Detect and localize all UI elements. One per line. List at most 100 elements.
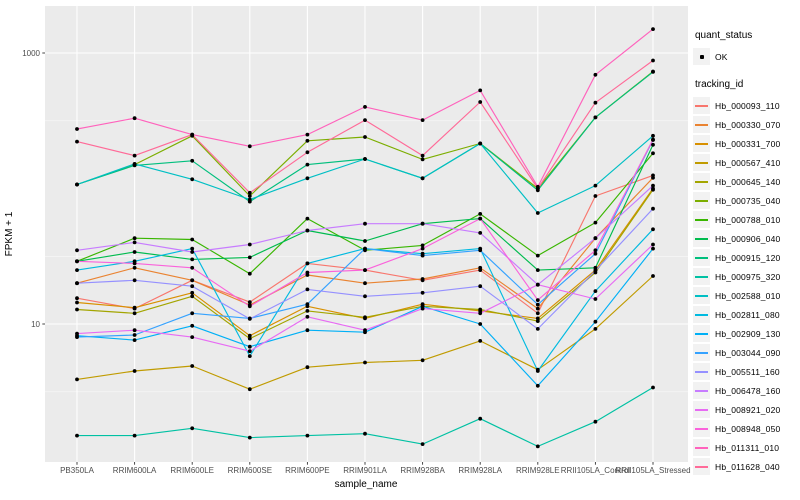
y-axis-title: FPKM + 1 — [4, 211, 15, 256]
series-color-swatch-icon — [695, 180, 708, 183]
series-color-swatch-icon — [695, 161, 708, 164]
series-color-swatch-icon — [695, 351, 708, 354]
svg-text:RRIM928BA: RRIM928BA — [400, 466, 445, 475]
series-color-swatch-icon — [695, 237, 708, 240]
legend-label: Hb_008921_020 — [715, 404, 781, 415]
svg-text:RRII105LA_Control: RRII105LA_Control — [561, 466, 631, 475]
series-color-swatch-icon — [695, 465, 708, 468]
legend-label: Hb_000330_070 — [715, 119, 781, 130]
series-color-swatch-icon — [695, 294, 708, 297]
legend-item: Hb_008948_050 — [693, 419, 800, 438]
series-color-swatch-icon — [695, 218, 708, 221]
legend-item: Hb_000788_010 — [693, 210, 800, 229]
legend-item: Hb_011628_040 — [693, 457, 800, 476]
legend-label: Hb_011311_010 — [715, 442, 780, 453]
legend-key-swatch — [693, 135, 710, 152]
svg-text:RRIM928LA: RRIM928LA — [458, 466, 502, 475]
legend-key-swatch — [693, 249, 710, 266]
plot-area: 10 1000 PB350LA RRIM600LA RRIM600LE RRIM600SE… — [22, 6, 691, 475]
svg-text:PB350LA: PB350LA — [60, 466, 94, 475]
legend-title-quant-status: quant_status — [695, 30, 753, 41]
legend-key-swatch — [693, 268, 710, 285]
legend: quant_status OK tracking_id Hb_000093_11… — [693, 0, 800, 476]
legend-key-swatch — [693, 192, 710, 209]
legend-label: Hb_000645_140 — [715, 176, 781, 187]
legend-item: Hb_000975_320 — [693, 267, 800, 286]
legend-key-swatch — [693, 382, 710, 399]
legend-item: Hb_000735_040 — [693, 191, 800, 210]
series-color-swatch-icon — [695, 104, 708, 107]
legend-item: Hb_002811_080 — [693, 305, 800, 324]
series-color-swatch-icon — [695, 313, 708, 316]
legend-label: Hb_006478_160 — [715, 385, 781, 396]
legend-item: Hb_000906_040 — [693, 229, 800, 248]
x-axis-ticks: PB350LA RRIM600LA RRIM600LE RRIM600SE RRIM60… — [60, 462, 691, 475]
series-color-swatch-icon — [695, 123, 708, 126]
svg-text:RRIM928LE: RRIM928LE — [516, 466, 560, 475]
svg-text:RRIM600PE: RRIM600PE — [285, 466, 329, 475]
svg-text:RRIM600LE: RRIM600LE — [170, 466, 214, 475]
legend-key-swatch — [693, 439, 710, 456]
legend-item: Hb_003044_090 — [693, 343, 800, 362]
legend-key-swatch — [693, 173, 710, 190]
svg-text:RRIM600LA: RRIM600LA — [113, 466, 157, 475]
data-point-markers — [75, 27, 655, 449]
legend-item: Hb_000645_140 — [693, 172, 800, 191]
legend-label: Hb_000093_110 — [715, 100, 780, 111]
legend-label: Hb_002811_080 — [715, 309, 780, 320]
legend-key-point — [693, 48, 710, 65]
svg-text:1000: 1000 — [22, 49, 40, 58]
series-color-swatch-icon — [695, 389, 708, 392]
legend-item: Hb_002588_010 — [693, 286, 800, 305]
legend-item: Hb_000330_070 — [693, 115, 800, 134]
legend-item: Hb_000915_120 — [693, 248, 800, 267]
legend-key-swatch — [693, 306, 710, 323]
y-axis-ticks: 10 1000 — [22, 49, 45, 329]
series-color-swatch-icon — [695, 142, 708, 145]
series-color-swatch-icon — [695, 446, 708, 449]
legend-label: Hb_000975_320 — [715, 271, 781, 282]
svg-text:RRII105LA_Stressed: RRII105LA_Stressed — [615, 466, 690, 475]
legend-label: Hb_000567_410 — [715, 157, 781, 168]
legend-key-swatch — [693, 97, 710, 114]
legend-item-quant-ok: OK — [693, 47, 800, 66]
legend-key-swatch — [693, 154, 710, 171]
legend-key-swatch — [693, 401, 710, 418]
series-color-swatch-icon — [695, 427, 708, 430]
legend-label: Hb_000331_700 — [715, 138, 781, 149]
x-axis-title: sample_name — [335, 479, 398, 490]
legend-item-list: Hb_000093_110 Hb_000330_070 Hb_000331_700 H… — [693, 96, 800, 476]
legend-label: Hb_000906_040 — [715, 233, 781, 244]
legend-label: OK — [715, 51, 728, 62]
legend-item: Hb_000093_110 — [693, 96, 800, 115]
legend-label: Hb_011628_040 — [715, 461, 780, 472]
legend-item: Hb_006478_160 — [693, 381, 800, 400]
legend-label: Hb_008948_050 — [715, 423, 781, 434]
legend-item: Hb_011311_010 — [693, 438, 800, 457]
legend-item: Hb_000567_410 — [693, 153, 800, 172]
svg-text:10: 10 — [31, 320, 40, 329]
line-chart: 10 1000 PB350LA RRIM600LA RRIM600LE RRIM600SE… — [4, 6, 691, 490]
legend-key-swatch — [693, 230, 710, 247]
legend-key-swatch — [693, 344, 710, 361]
legend-key-swatch — [693, 363, 710, 380]
legend-label: Hb_002909_130 — [715, 328, 781, 339]
series-color-swatch-icon — [695, 275, 708, 278]
legend-key-swatch — [693, 325, 710, 342]
legend-key-swatch — [693, 116, 710, 133]
panel-background — [45, 6, 688, 462]
series-color-swatch-icon — [695, 199, 708, 202]
svg-text:RRIM901LA: RRIM901LA — [343, 466, 387, 475]
legend-key-swatch — [693, 458, 710, 475]
legend-label: Hb_000788_010 — [715, 214, 781, 225]
point-marker-icon — [699, 54, 704, 59]
legend-item: Hb_005511_160 — [693, 362, 800, 381]
series-color-swatch-icon — [695, 370, 708, 373]
legend-label: Hb_002588_010 — [715, 290, 781, 301]
legend-key-swatch — [693, 287, 710, 304]
legend-label: Hb_000915_120 — [715, 252, 781, 263]
series-color-swatch-icon — [695, 408, 708, 411]
legend-item: Hb_008921_020 — [693, 400, 800, 419]
svg-text:RRIM600SE: RRIM600SE — [228, 466, 272, 475]
